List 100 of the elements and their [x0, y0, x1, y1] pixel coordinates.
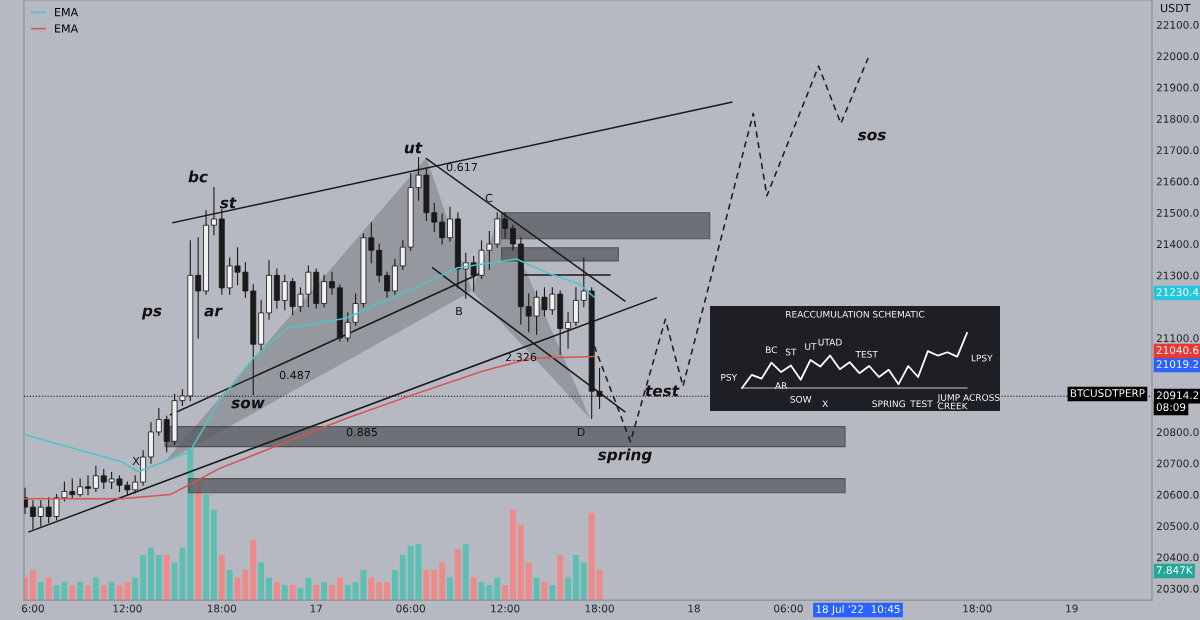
- bar: [218, 554, 225, 601]
- y-tick-label: 20500.0: [1156, 522, 1199, 531]
- candlestick: [92, 465, 99, 493]
- x-tick-label: 06:00: [396, 604, 425, 613]
- bar: [289, 585, 296, 601]
- annotation: B: [456, 306, 463, 316]
- y-tick-label: 21800.0: [1156, 114, 1199, 123]
- bar: [368, 577, 375, 601]
- candlestick: [502, 212, 509, 239]
- bar: [344, 585, 351, 601]
- annotation: test: [645, 385, 680, 397]
- bar: [502, 585, 509, 601]
- bar: [85, 585, 91, 601]
- y-tick-label: 20600.0: [1156, 490, 1199, 499]
- candlestick: [447, 206, 453, 242]
- annotation: BC: [766, 346, 778, 354]
- annotation: UTAD: [818, 338, 842, 346]
- annotation: 0.487: [279, 370, 310, 380]
- x-tick-label: 19: [1066, 604, 1078, 613]
- bar: [462, 544, 469, 601]
- y-tick-label: 21700.0: [1156, 146, 1199, 155]
- bar: [486, 585, 493, 601]
- bar: [384, 582, 391, 601]
- bar: [431, 570, 438, 601]
- y-tick-label: 21300.0: [1156, 271, 1199, 280]
- bar: [273, 582, 280, 601]
- bar: [250, 539, 257, 601]
- annotation: sow: [231, 399, 265, 409]
- annotation: st: [219, 197, 237, 209]
- annotation: AR: [774, 382, 788, 389]
- bar: [494, 577, 501, 601]
- bar: [45, 577, 52, 601]
- bar: [423, 570, 430, 601]
- x-tick-label: 12:00: [491, 604, 520, 613]
- candlestick: [77, 478, 84, 497]
- bar: [266, 577, 272, 601]
- bar: [557, 554, 564, 601]
- bar: [439, 562, 446, 601]
- candlestick: [439, 213, 446, 245]
- y-tick-label: 20800.0: [1156, 428, 1199, 437]
- bar: [77, 582, 84, 601]
- bar: [447, 577, 453, 601]
- text: USDT: [1160, 3, 1191, 13]
- bar: [517, 524, 524, 601]
- candlestick: [384, 271, 390, 298]
- bar: [454, 548, 461, 601]
- text: 21019.2: [1156, 360, 1199, 369]
- bar: [69, 585, 76, 601]
- candlestick: [329, 271, 335, 295]
- bar: [281, 585, 288, 601]
- bar: [329, 585, 335, 601]
- annotation: C: [485, 193, 493, 203]
- text: 21230.4: [1156, 288, 1199, 297]
- bar: [407, 545, 414, 601]
- text: 21040.6: [1156, 346, 1199, 355]
- bar: [510, 509, 516, 601]
- annotation: ar: [204, 307, 223, 317]
- bar: [258, 562, 265, 601]
- x-tick-label: 6:00: [21, 604, 44, 613]
- y-tick-label: 22100.0: [1156, 20, 1199, 29]
- x-tick-label: 12:00: [113, 604, 142, 613]
- y-tick-label: 21400.0: [1156, 240, 1199, 249]
- bar: [391, 570, 398, 601]
- annotation: BTCUSDTPERP: [1070, 389, 1145, 398]
- text: 08:09: [1156, 403, 1186, 412]
- annotation: LPSY: [971, 354, 993, 362]
- bar: [92, 577, 99, 601]
- annotation: TEST: [910, 400, 933, 408]
- annotation: JUMP ACROSS CREEK: [937, 394, 1000, 410]
- candlestick: [85, 475, 91, 496]
- annotation: ST: [785, 348, 797, 356]
- bar: [37, 582, 44, 601]
- bar: [533, 577, 540, 601]
- annotation: ut: [404, 142, 423, 154]
- candlestick: [565, 312, 571, 349]
- bar: [470, 577, 477, 601]
- y-tick-label: 21600.0: [1156, 177, 1199, 186]
- bar: [226, 570, 233, 601]
- bar: [399, 554, 406, 601]
- bar: [242, 570, 249, 601]
- x-tick-label: 18: [688, 604, 700, 613]
- bar: [572, 554, 579, 601]
- y-tick-label: 21100.0: [1156, 334, 1199, 343]
- x-tick-label: 18:00: [207, 604, 237, 613]
- annotation: sos: [857, 131, 886, 141]
- line-series: [24, 258, 596, 473]
- bar: [210, 509, 217, 601]
- bar: [376, 582, 383, 601]
- candlestick: [195, 237, 202, 339]
- ref-line-label: 20914.2: [1156, 391, 1199, 400]
- annotation: PSY: [721, 373, 738, 381]
- annotation: SPRING: [872, 400, 905, 408]
- bar: [313, 585, 320, 601]
- legend-label: EMA: [55, 8, 79, 17]
- bar: [549, 585, 556, 601]
- bar: [29, 570, 36, 601]
- chart-title: REACCUMULATION SCHEMATIC: [786, 310, 925, 318]
- annotation: ps: [141, 307, 162, 320]
- y-tick-label: 20300.0: [1156, 584, 1199, 593]
- y-tick-label: 20700.0: [1156, 459, 1199, 468]
